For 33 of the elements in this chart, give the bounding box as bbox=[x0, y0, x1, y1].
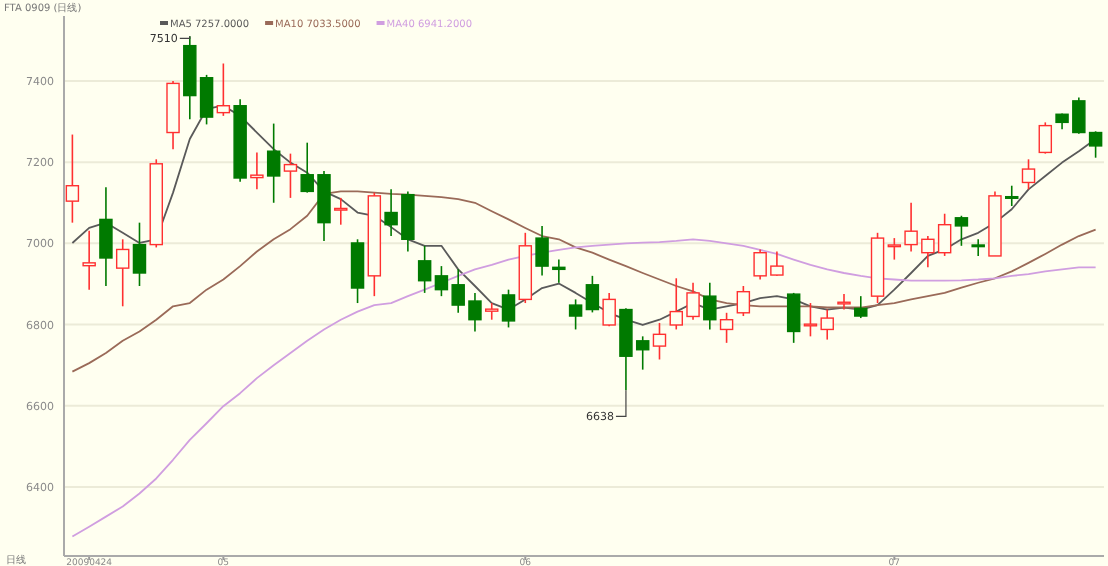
candlestick bbox=[854, 295, 868, 319]
candlestick bbox=[568, 298, 583, 331]
candlestick bbox=[334, 197, 348, 226]
candlestick bbox=[971, 238, 985, 257]
candlestick bbox=[1038, 121, 1053, 155]
candlestick bbox=[535, 225, 549, 277]
candlestick bbox=[585, 275, 600, 314]
candlestick bbox=[786, 292, 801, 344]
candlestick bbox=[115, 238, 130, 308]
candlestick bbox=[266, 122, 281, 204]
candlestick bbox=[283, 152, 298, 199]
candlestick bbox=[1021, 158, 1036, 191]
candlestick bbox=[65, 133, 80, 224]
candlestick bbox=[99, 186, 113, 287]
line-series bbox=[71, 190, 1097, 373]
candlestick bbox=[501, 288, 516, 329]
candlestick bbox=[132, 221, 147, 287]
candlestick bbox=[552, 258, 566, 284]
candlestick bbox=[417, 245, 432, 294]
candlestick bbox=[350, 238, 365, 304]
candlestick bbox=[954, 214, 969, 247]
candlestick bbox=[703, 281, 717, 331]
line-series bbox=[71, 238, 1097, 538]
candlestick bbox=[736, 285, 751, 317]
candlestick bbox=[602, 292, 616, 327]
candlestick bbox=[652, 322, 667, 361]
candlestick bbox=[719, 312, 734, 344]
candlestick bbox=[250, 151, 264, 191]
candlestick bbox=[1005, 184, 1019, 207]
candlestick bbox=[837, 293, 851, 311]
candlestick bbox=[216, 62, 231, 117]
candlestick bbox=[82, 229, 96, 291]
candlestick bbox=[485, 302, 499, 321]
